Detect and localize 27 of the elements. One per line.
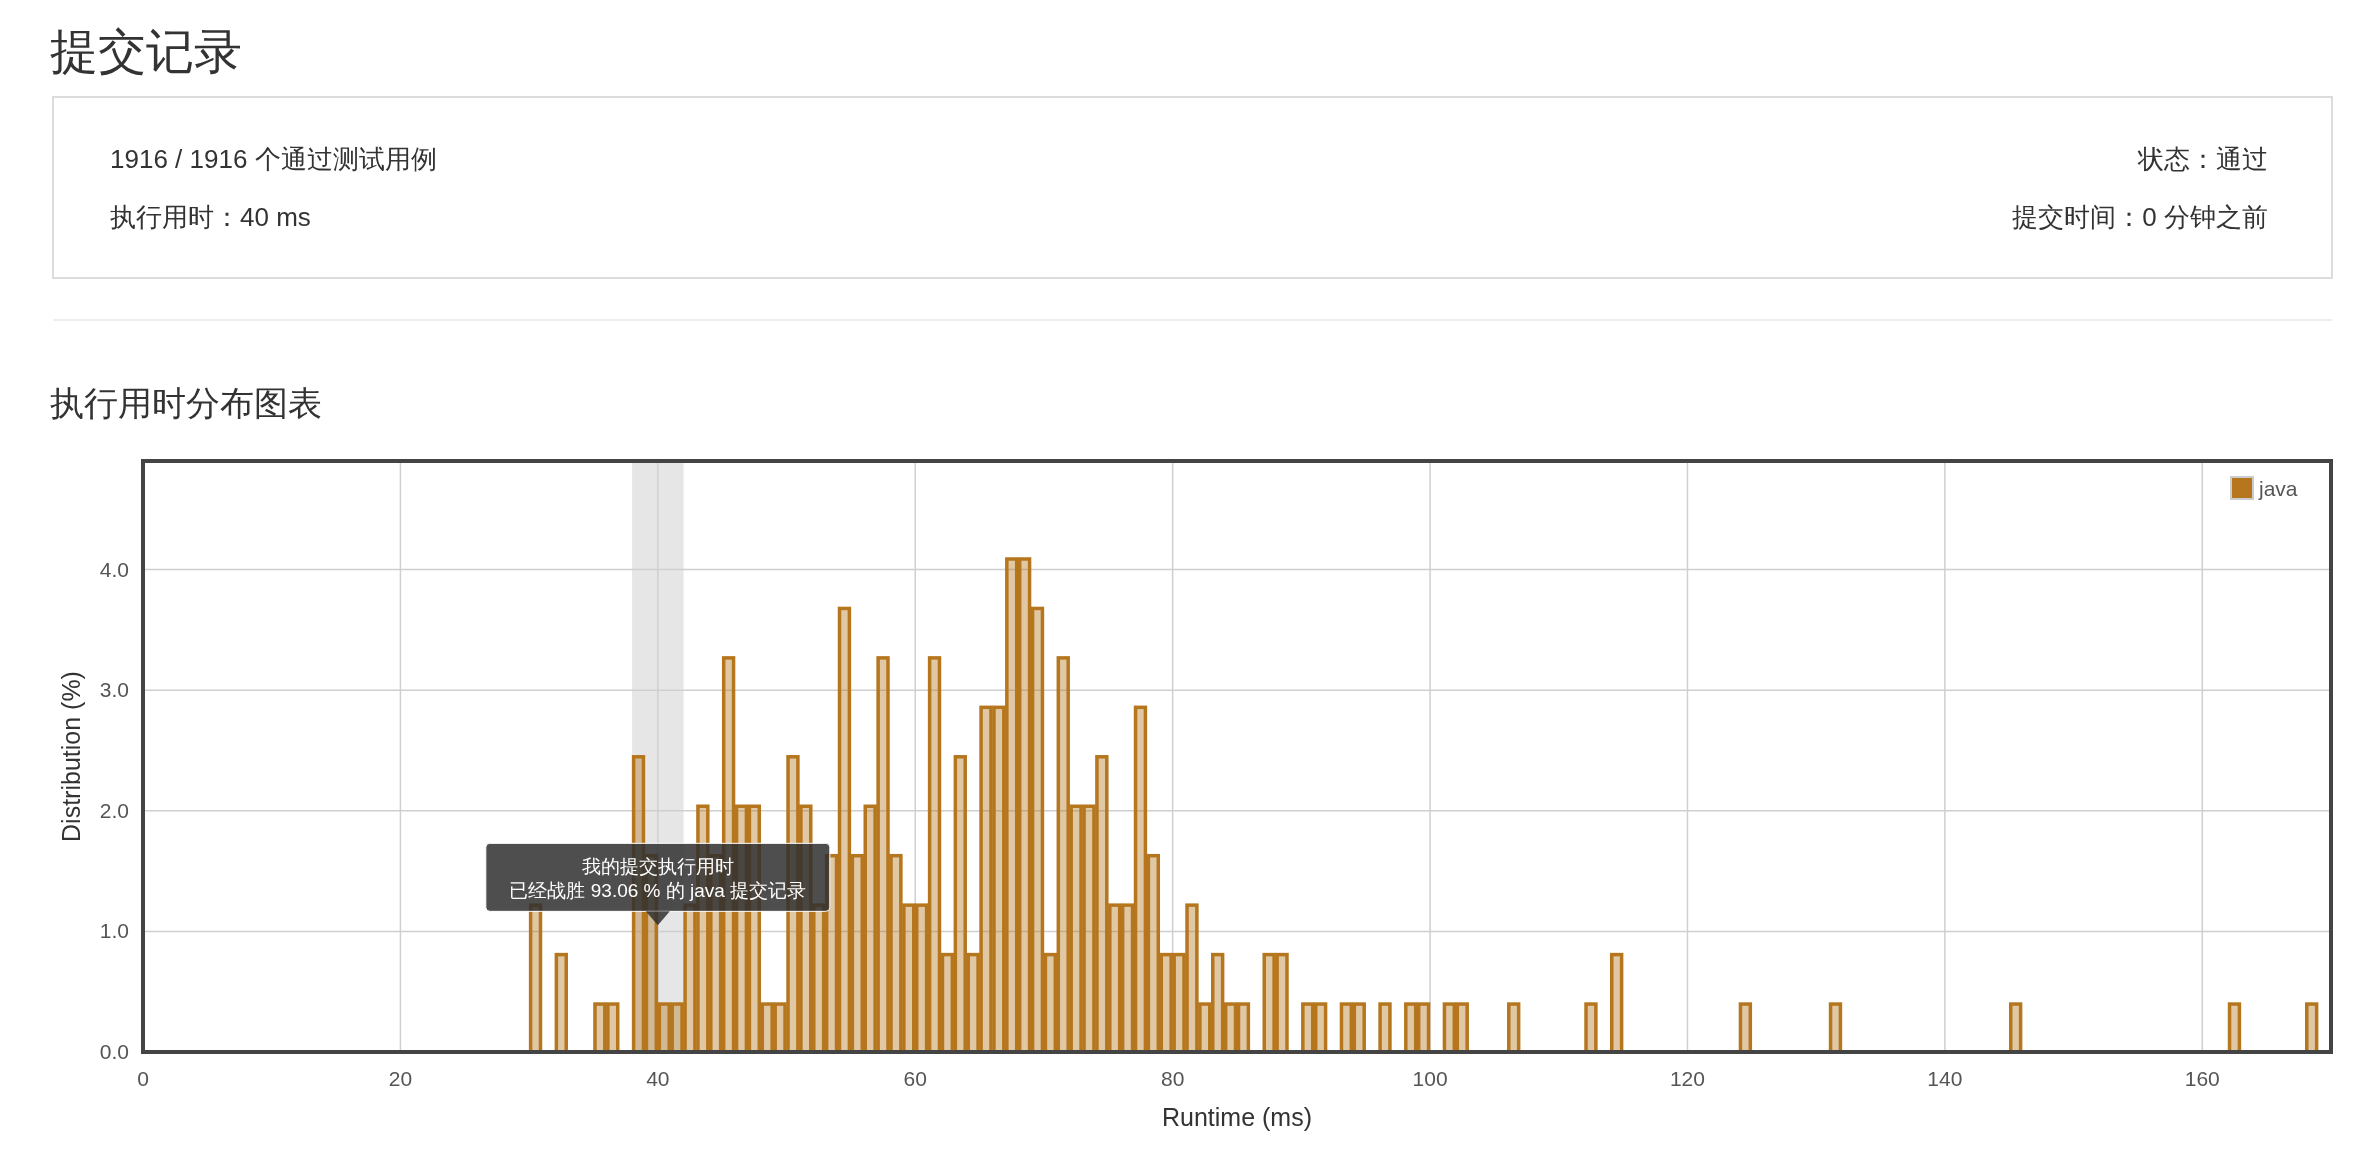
y-tick-label: 2.0 [99,798,129,822]
annotation: 已经战胜 93.06 % 的 java 提交记录 [509,880,807,902]
x-tick-label: 120 [1669,1067,1705,1090]
annotation: 我的提交执行用时 [581,856,734,878]
x-tick-label: 160 [2184,1067,2220,1090]
y-tick-label: 1.0 [99,919,129,943]
y-tick-label: 3.0 [99,678,129,702]
text: 提交记录 [50,25,242,78]
x-tick-label: 80 [1160,1067,1185,1090]
legend-label: java [2258,477,2298,500]
annotation: 我的提交执行用时 已经战胜 93.06 % 的 java 提交记录 [485,842,831,926]
x-tick-label: 20 [388,1067,413,1090]
x-tick-label: 60 [903,1067,927,1090]
x-tick-label: 40 [646,1067,670,1090]
x-tick-label: 140 [1927,1067,1963,1090]
text: 执行用时：40 ms [110,202,311,232]
text: 状态：通过 [2137,144,2268,174]
y-tick-label: 0.0 [99,1040,129,1063]
text: 提交时间：0 分钟之前 [2012,202,2268,232]
chart-title: 执行用时分布图表 [50,384,322,422]
x-tick-label: 100 [1412,1067,1448,1090]
legend: java [2230,476,2298,500]
text: 1916 / 1916 个通过测试用例 [110,144,437,174]
y-tick-label: 4.0 [99,557,129,581]
y-axis-title: Distribution (%) [57,671,85,842]
x-tick-label: 0 [137,1067,149,1090]
x-axis-title: Runtime (ms) [1161,1103,1313,1131]
